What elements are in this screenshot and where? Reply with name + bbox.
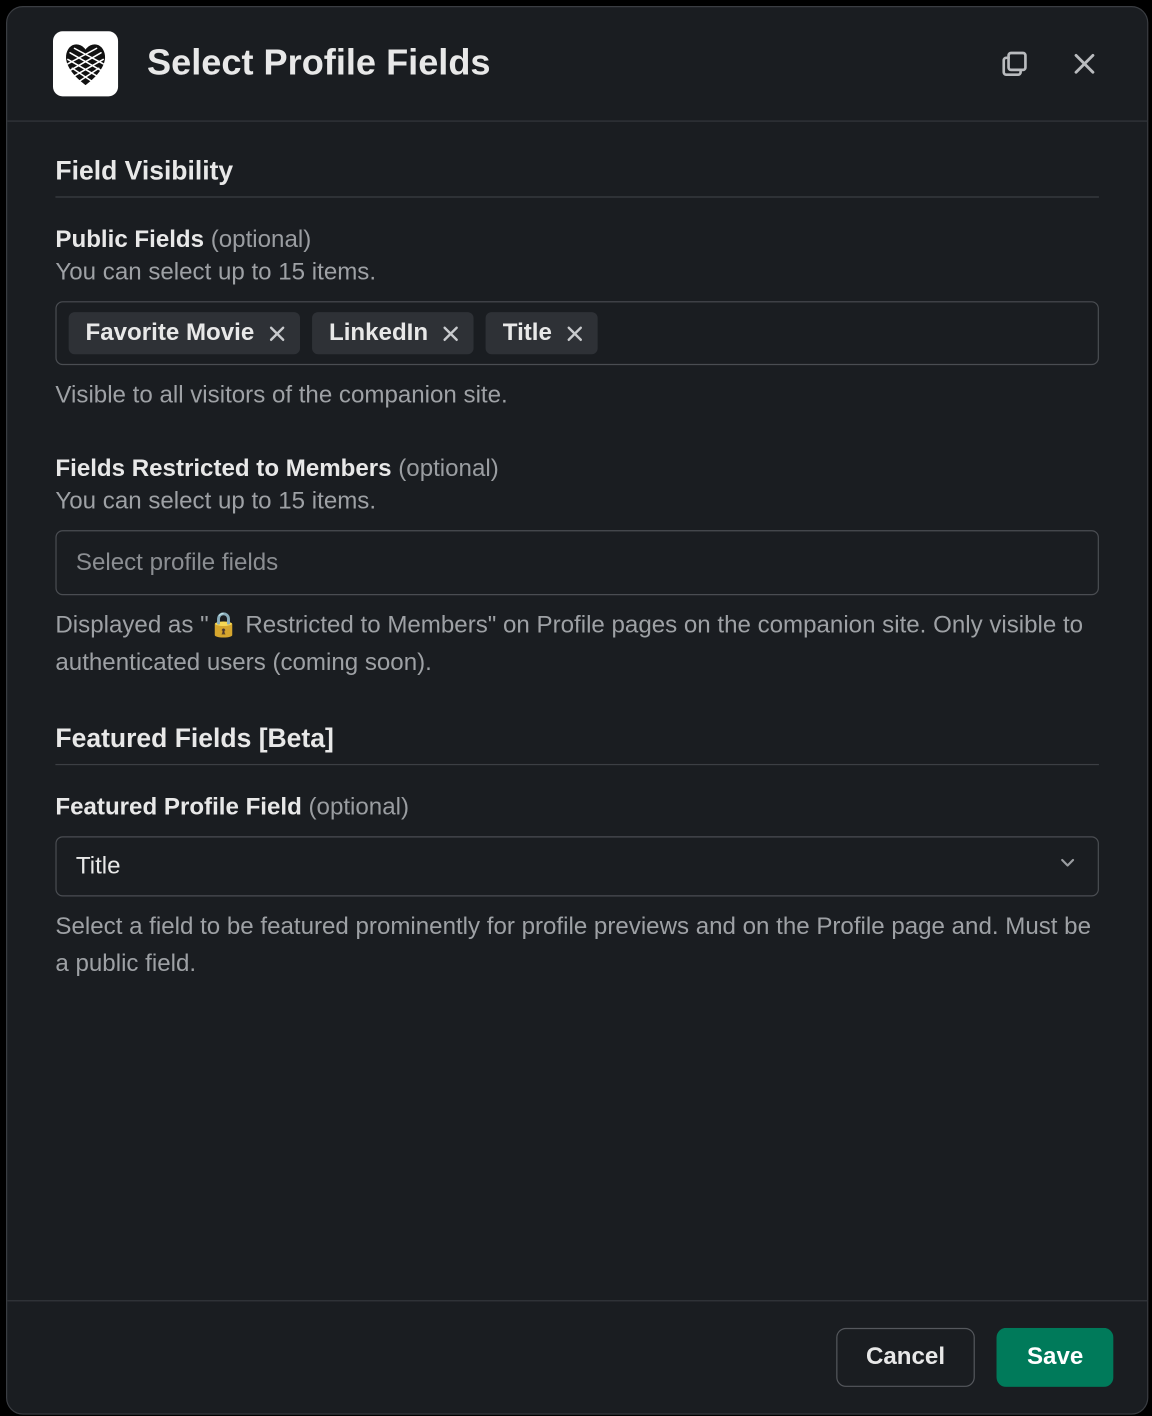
public-fields-input[interactable]: Favorite Movie LinkedIn Title (55, 301, 1099, 365)
restricted-fields-label: Fields Restricted to Members (55, 455, 391, 482)
featured-field-select[interactable]: Title (55, 836, 1099, 896)
new-window-icon[interactable] (998, 47, 1032, 81)
tag-item: Title (486, 312, 598, 354)
chevron-down-icon (1057, 852, 1079, 881)
restricted-fields-group: Fields Restricted to Members (optional) … (55, 455, 1099, 682)
featured-field-optional: (optional) (309, 794, 409, 821)
restricted-fields-input[interactable]: Select profile fields (55, 530, 1099, 595)
featured-field-selected: Title (76, 853, 121, 881)
modal-dialog: Select Profile Fields Field Visibility P… (6, 6, 1148, 1415)
heart-rope-icon (59, 37, 112, 90)
restricted-fields-placeholder: Select profile fields (76, 549, 278, 577)
tag-label: Favorite Movie (86, 319, 255, 347)
cancel-button[interactable]: Cancel (836, 1328, 975, 1387)
tag-item: LinkedIn (312, 312, 474, 354)
public-fields-help: Visible to all visitors of the companion… (55, 377, 1099, 414)
modal-footer: Cancel Save (7, 1300, 1147, 1413)
restricted-fields-optional: (optional) (398, 455, 498, 482)
tag-label: LinkedIn (329, 319, 428, 347)
close-icon[interactable] (1068, 47, 1102, 81)
tag-remove-icon[interactable] (440, 322, 462, 344)
modal-title: Select Profile Fields (147, 43, 998, 84)
featured-field-group: Featured Profile Field (optional) Title … (55, 794, 1099, 983)
app-logo (53, 31, 118, 96)
public-fields-label-row: Public Fields (optional) (55, 227, 1099, 255)
restricted-fields-label-row: Fields Restricted to Members (optional) (55, 455, 1099, 483)
restricted-fields-help: Displayed as "🔒 Restricted to Members" o… (55, 607, 1099, 682)
restricted-fields-limit: You can select up to 15 items. (55, 488, 1099, 516)
modal-header: Select Profile Fields (7, 7, 1147, 121)
featured-field-label: Featured Profile Field (55, 794, 301, 821)
public-fields-label: Public Fields (55, 227, 204, 254)
section-title-featured: Featured Fields [Beta] (55, 723, 1099, 765)
header-actions (998, 47, 1102, 81)
public-fields-limit: You can select up to 15 items. (55, 259, 1099, 287)
public-fields-group: Public Fields (optional) You can select … (55, 227, 1099, 415)
tag-remove-icon[interactable] (266, 322, 288, 344)
tag-item: Favorite Movie (69, 312, 300, 354)
section-title-visibility: Field Visibility (55, 155, 1099, 197)
restricted-help-prefix: Displayed as " (55, 612, 208, 639)
tag-remove-icon[interactable] (564, 322, 586, 344)
tag-label: Title (503, 319, 552, 347)
lock-icon: 🔒 (209, 612, 239, 639)
save-button[interactable]: Save (997, 1328, 1114, 1387)
featured-field-label-row: Featured Profile Field (optional) (55, 794, 1099, 822)
featured-field-help: Select a field to be featured prominentl… (55, 909, 1099, 984)
modal-body: Field Visibility Public Fields (optional… (7, 122, 1147, 1300)
public-fields-optional: (optional) (211, 227, 311, 254)
